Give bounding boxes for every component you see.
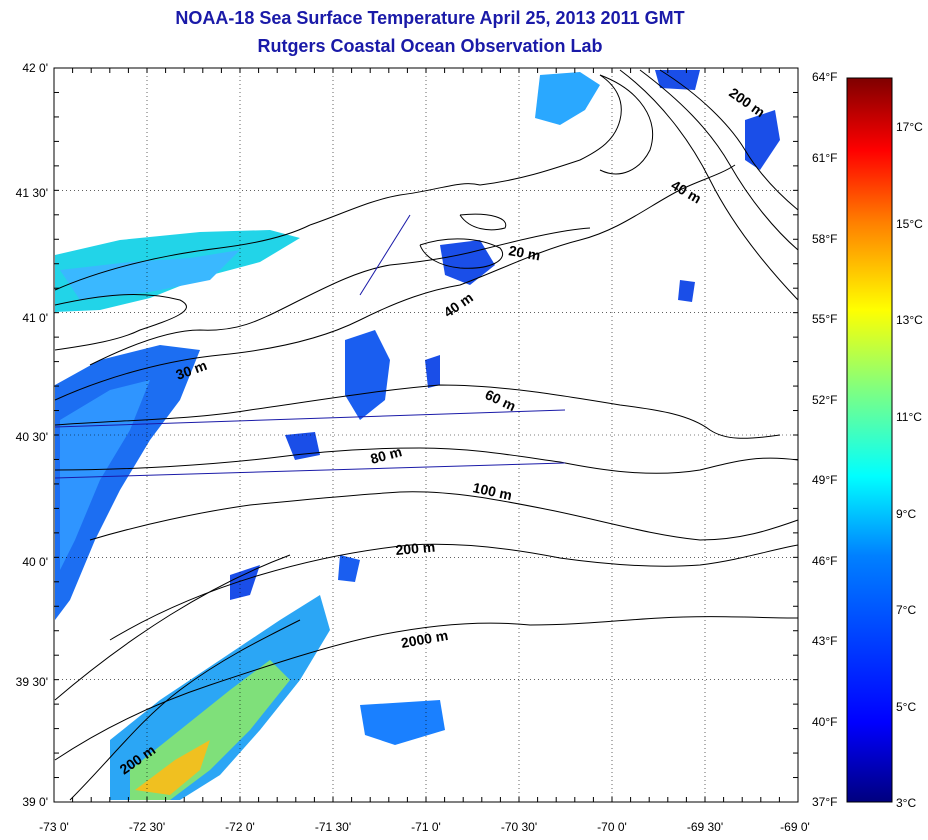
coastline-long-island — [54, 224, 311, 351]
contour-20m — [89, 227, 591, 366]
sst-data-patches — [55, 70, 780, 800]
contour-ne-2 — [639, 69, 799, 251]
celsius-labels: 17°C 15°C 13°C 11°C 9°C 7°C 5°C 3°C — [896, 120, 923, 810]
lat-label: 41 30' — [16, 186, 48, 200]
f-label: 43°F — [812, 634, 837, 648]
contour-60m — [54, 384, 781, 439]
c-label: 17°C — [896, 120, 923, 134]
contour-2000m — [54, 616, 799, 761]
longitude-labels: -73 0' -72 30' -72 0' -71 30' -71 0' -70… — [39, 820, 810, 834]
lat-label: 39 0' — [22, 795, 48, 809]
contour-label-60m: 60 m — [483, 386, 519, 414]
sst-patch-west-coast-inner — [60, 380, 150, 570]
f-label: 61°F — [812, 151, 837, 165]
f-label: 58°F — [812, 232, 837, 246]
contour-shelf-1 — [69, 619, 301, 801]
colorbar — [846, 77, 893, 803]
c-label: 13°C — [896, 313, 923, 327]
lon-label: -70 0' — [597, 820, 627, 834]
scan-line-3 — [359, 214, 411, 296]
map-frame — [53, 67, 799, 803]
f-label: 55°F — [812, 312, 837, 326]
latitude-labels: 42 0' 41 30' 41 0' 40 30' 40 0' 39 30' 3… — [16, 61, 48, 809]
scan-line-1 — [54, 409, 566, 428]
lat-label: 40 0' — [22, 555, 48, 569]
c-label: 5°C — [896, 700, 916, 714]
lat-label: 39 30' — [16, 675, 48, 689]
f-label: 46°F — [812, 554, 837, 568]
contour-ne-3 — [659, 69, 799, 211]
lon-label: -69 30' — [687, 820, 723, 834]
lon-label: -71 30' — [315, 820, 351, 834]
contour-100m — [89, 491, 799, 541]
chart-subtitle: Rutgers Coastal Ocean Observation Lab — [257, 36, 603, 56]
sst-patch-south-yellow — [135, 740, 210, 795]
f-label: 49°F — [812, 473, 837, 487]
c-label: 3°C — [896, 796, 916, 810]
lon-label: -71 0' — [411, 820, 441, 834]
contour-label-200m: 200 m — [395, 539, 436, 558]
sst-patch-small-5 — [678, 280, 695, 302]
c-label: 9°C — [896, 507, 916, 521]
lon-label: -73 0' — [39, 820, 69, 834]
contour-label-80m: 80 m — [369, 443, 404, 467]
sst-patch-mid-shelf — [345, 330, 390, 420]
lat-label: 42 0' — [22, 61, 48, 75]
lon-label: -72 30' — [129, 820, 165, 834]
contour-ne-1 — [619, 69, 799, 301]
contour-80m — [54, 447, 799, 474]
lon-label: -70 30' — [501, 820, 537, 834]
contour-200m — [109, 543, 799, 641]
c-label: 7°C — [896, 603, 916, 617]
lat-label: 40 30' — [16, 430, 48, 444]
coastline-new-england — [309, 74, 622, 226]
f-label: 40°F — [812, 715, 837, 729]
scan-line-2 — [54, 462, 566, 479]
contour-label-40m-mid: 40 m — [441, 289, 476, 320]
sst-patch-small-6 — [655, 70, 700, 90]
contour-40m — [54, 164, 736, 401]
f-label: 52°F — [812, 393, 837, 407]
c-label: 11°C — [896, 410, 922, 424]
c-label: 15°C — [896, 217, 923, 231]
lon-label: -72 0' — [225, 820, 255, 834]
contour-label-200m-ne: 200 m — [726, 84, 768, 120]
f-label: 37°F — [812, 795, 837, 809]
bathymetry-contours — [54, 69, 799, 801]
lon-label: -69 0' — [780, 820, 810, 834]
coastline-islands — [419, 213, 507, 269]
f-label: 64°F — [812, 70, 837, 84]
sst-patch-small-2 — [425, 355, 440, 388]
sst-patch-small-4 — [338, 555, 360, 582]
chart-title: NOAA-18 Sea Surface Temperature April 25… — [175, 8, 685, 28]
coastline-cape-cod — [599, 74, 654, 175]
sst-patch-shelf-edge — [230, 565, 260, 600]
sst-patch-nantucket — [440, 240, 495, 285]
contour-shelf-2 — [54, 554, 291, 701]
contour-label-20m: 20 m — [507, 242, 541, 263]
sst-patch-ne-strip — [745, 110, 780, 170]
sst-patch-small-3 — [360, 700, 445, 745]
sst-patch-cape-cod — [535, 72, 600, 125]
sst-patch-north-shore-inner — [60, 250, 240, 300]
lat-label: 41 0' — [22, 311, 48, 325]
fahrenheit-labels: 64°F 61°F 58°F 55°F 52°F 49°F 46°F 43°F … — [812, 70, 837, 809]
scan-lines — [54, 214, 566, 479]
grid-lines — [54, 68, 798, 802]
